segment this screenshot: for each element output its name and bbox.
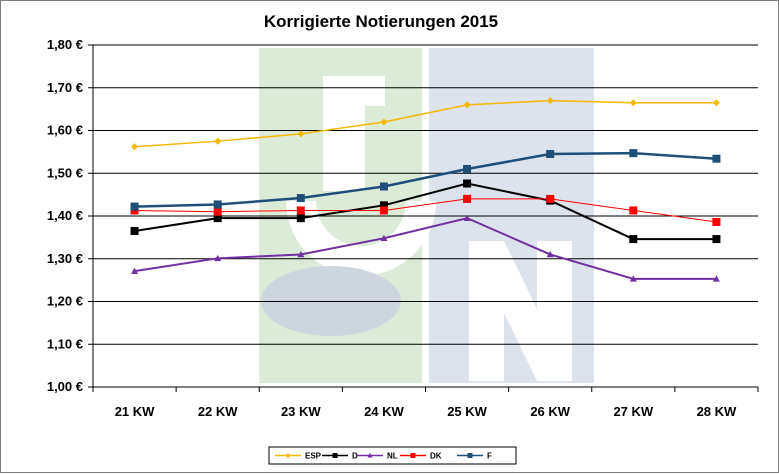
legend: ESP D NL DK F — [268, 446, 517, 465]
legend-entry-esp: ESP — [275, 452, 322, 461]
data-point — [629, 235, 638, 244]
data-point — [546, 97, 554, 105]
series-line — [134, 99, 717, 148]
x-tick-label: 26 KW — [530, 404, 570, 419]
y-gridlines — [92, 44, 758, 388]
series-f — [130, 149, 721, 211]
x-tick-label: 24 KW — [364, 404, 404, 419]
data-point — [131, 143, 139, 151]
data-point — [712, 99, 720, 107]
legend-marker — [285, 453, 291, 458]
data-point — [297, 130, 305, 138]
data-point — [463, 164, 472, 173]
y-tick-label: 1,40 € — [47, 208, 83, 223]
data-point — [297, 250, 305, 258]
data-point — [213, 200, 222, 209]
y-tick-label: 1,10 € — [47, 336, 83, 351]
legend-entry-f: F — [457, 452, 492, 461]
x-tick-label: 21 KW — [115, 404, 155, 419]
y-tick-label: 1,80 € — [47, 37, 83, 52]
data-point — [463, 179, 472, 188]
data-point — [296, 206, 305, 215]
data-point — [214, 137, 222, 145]
legend-entry-d: D — [322, 452, 358, 461]
y-tick-label: 1,20 € — [47, 294, 83, 309]
x-tick-label: 23 KW — [281, 404, 321, 419]
data-point — [380, 234, 388, 242]
data-point — [131, 267, 139, 274]
data-point — [629, 99, 637, 107]
legend-label: NL — [387, 452, 398, 461]
y-tick-label: 1,30 € — [47, 251, 83, 266]
data-point — [379, 201, 388, 210]
legend-marker — [367, 453, 373, 458]
data-point — [130, 226, 139, 235]
series-esp — [131, 97, 720, 151]
x-axis-ticks: 21 KW 22 KW 23 KW 24 KW 25 KW 26 KW 27 KW 28 KW — [92, 387, 759, 419]
data-point — [712, 154, 721, 163]
data-point — [463, 101, 471, 109]
series-line — [134, 182, 717, 241]
data-point — [463, 194, 472, 203]
data-point — [213, 214, 222, 223]
data-point — [213, 207, 222, 216]
legend-marker — [332, 453, 338, 458]
data-point — [629, 206, 638, 215]
series-layer — [130, 97, 721, 282]
data-point — [712, 217, 721, 226]
series-nl — [131, 214, 720, 282]
series-line — [134, 198, 717, 223]
legend-entry-nl: NL — [357, 452, 398, 461]
chart-title: Korrigierte Notierungen 2015 — [264, 12, 498, 31]
legend-box — [268, 446, 517, 465]
y-tick-label: 1,50 € — [47, 165, 83, 180]
data-point — [546, 150, 555, 159]
data-point — [130, 202, 139, 211]
data-point — [380, 118, 388, 126]
legend-marker — [467, 453, 473, 458]
data-point — [712, 275, 720, 282]
data-point — [463, 214, 471, 221]
data-point — [296, 214, 305, 223]
data-point — [379, 206, 388, 215]
data-point — [712, 235, 721, 244]
legend-label: ESP — [305, 452, 322, 461]
x-tick-label: 28 KW — [697, 404, 737, 419]
legend-marker — [410, 453, 416, 458]
legend-label: F — [487, 452, 492, 461]
data-point — [629, 275, 637, 282]
y-tick-label: 1,60 € — [47, 123, 83, 138]
y-tick-label: 1,70 € — [47, 80, 83, 95]
legend-label: DK — [430, 452, 442, 461]
legend-label: D — [352, 452, 358, 461]
data-point — [546, 194, 555, 203]
data-point — [379, 182, 388, 191]
x-tick-label: 22 KW — [198, 404, 238, 419]
data-point — [296, 194, 305, 203]
data-point — [546, 250, 554, 258]
legend-entry-dk: DK — [400, 452, 442, 461]
y-tick-label: 1,00 € — [47, 379, 83, 394]
series-line — [134, 151, 717, 208]
data-point — [214, 254, 222, 262]
x-tick-label: 25 KW — [447, 404, 487, 419]
y-axis-ticks: 1,00 € 1,10 € 1,20 € 1,30 € 1,40 € 1,50 € 1,60… — [47, 37, 93, 394]
x-tick-label: 27 KW — [613, 404, 653, 419]
data-point — [629, 149, 638, 158]
series-line — [134, 217, 717, 280]
